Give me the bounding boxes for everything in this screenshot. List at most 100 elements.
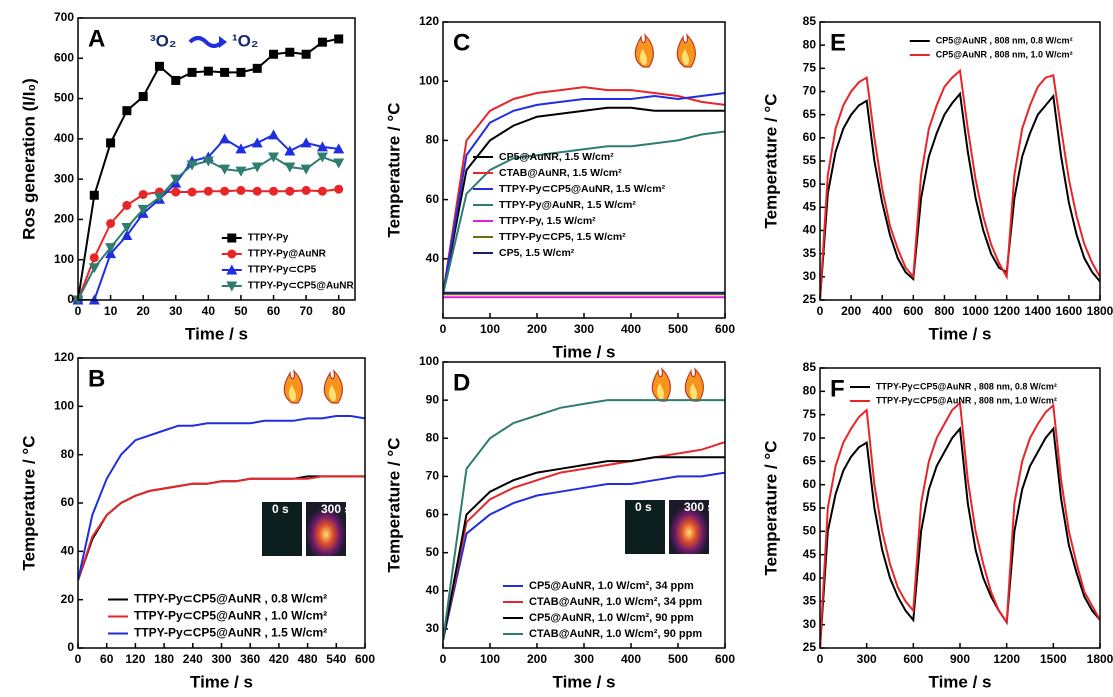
plot-frame xyxy=(819,21,1101,301)
x-tick-label: 480 xyxy=(298,652,318,666)
series-line xyxy=(443,86,725,295)
x-tick-label: 80 xyxy=(332,304,346,318)
y-tick-label: 65 xyxy=(803,454,817,468)
flames xyxy=(283,34,704,404)
legend-label: CTAB@AuNR, 1.5 W/cm² xyxy=(499,167,622,179)
legend-label: TTPY-Py⊂CP5 xyxy=(248,265,317,276)
x-tick-label: 0 xyxy=(440,322,447,336)
y-tick-label: 40 xyxy=(803,570,817,584)
x-tick-label: 300 xyxy=(574,322,594,336)
marker xyxy=(137,204,149,215)
marker xyxy=(203,186,213,196)
x-axis-label: Time / s xyxy=(929,324,992,343)
x-tick-label: 0 xyxy=(440,652,447,666)
x-tick-label: 360 xyxy=(240,652,260,666)
y-axis-label: Temperature / °C xyxy=(384,103,403,238)
series-line xyxy=(443,130,725,295)
series-line xyxy=(443,456,725,641)
legend-label: CP5@AuNR, 1.0 W/cm², 90 ppm xyxy=(529,612,694,624)
marker xyxy=(154,61,164,71)
legend-marker xyxy=(226,281,238,292)
marker xyxy=(88,263,100,274)
x-tick-label: 0 xyxy=(75,304,82,318)
series-line xyxy=(78,37,339,300)
marker xyxy=(186,160,198,171)
series-line xyxy=(443,106,725,295)
x-tick-label: 100 xyxy=(480,322,500,336)
series-line xyxy=(443,441,725,641)
plot-frame xyxy=(442,21,726,319)
y-tick-label: 100 xyxy=(419,73,439,87)
y-tick-label: 600 xyxy=(54,50,74,64)
marker xyxy=(106,138,116,148)
marker xyxy=(105,248,117,259)
marker xyxy=(121,222,133,233)
x-tick-label: 20 xyxy=(136,304,150,318)
x-tick-label: 1200 xyxy=(993,652,1020,666)
legend-label: TTPY-Py⊂CP5@AuNR , 0.8 W/cm² xyxy=(134,592,327,606)
panel-label: A xyxy=(88,25,105,52)
x-axis-label: Time / s xyxy=(190,672,253,691)
insets xyxy=(262,500,709,556)
x-tick-label: 1400 xyxy=(1024,304,1051,318)
y-tick-label: 45 xyxy=(803,200,817,214)
series-line xyxy=(820,426,1100,648)
marker xyxy=(300,164,312,175)
x-tick-label: 600 xyxy=(903,304,923,318)
series-line xyxy=(78,415,365,581)
x-tick-label: 800 xyxy=(934,304,954,318)
x-tick-label: 500 xyxy=(668,652,688,666)
series-line xyxy=(820,400,1100,648)
series-line xyxy=(820,91,1100,300)
inset-label: 300 s xyxy=(684,500,714,514)
legend-label: TTPY-Py@AuNR, 1.5 W/cm² xyxy=(499,199,636,211)
x-tick-label: 120 xyxy=(125,652,145,666)
marker xyxy=(219,164,231,175)
marker xyxy=(334,34,344,44)
y-tick-label: 80 xyxy=(803,384,817,398)
marker xyxy=(252,63,262,73)
y-tick-label: 0 xyxy=(67,292,74,306)
legend-label: TTPY-Py⊂CP5@AuNR xyxy=(248,281,355,292)
y-tick-label: 120 xyxy=(54,350,74,364)
x-tick-label: 60 xyxy=(100,652,114,666)
panel: 0 100 200 300 400 500 600 30 40 50 60 70 80 90 100 D Tim… xyxy=(384,354,735,691)
legend-label: TTPY-Py, 1.5 W/cm² xyxy=(499,215,596,227)
x-tick-label: 100 xyxy=(480,652,500,666)
marker xyxy=(89,253,99,263)
x-tick-label: 600 xyxy=(355,652,375,666)
marker xyxy=(219,133,231,144)
y-tick-label: 50 xyxy=(426,545,440,559)
y-tick-label: 20 xyxy=(61,592,75,606)
y-tick-label: 75 xyxy=(803,61,817,75)
x-tick-label: 900 xyxy=(950,652,970,666)
x-tick-label: 0 xyxy=(817,304,824,318)
y-tick-label: 70 xyxy=(803,84,817,98)
marker xyxy=(220,67,230,77)
y-axis-label: Ros generation (I/I₀) xyxy=(19,78,38,240)
legend-label: CTAB@AuNR, 1.0 W/cm², 90 ppm xyxy=(529,628,702,640)
marker xyxy=(301,185,311,195)
x-tick-label: 400 xyxy=(621,652,641,666)
y-tick-label: 80 xyxy=(803,37,817,51)
marker xyxy=(203,66,213,76)
plot-frame xyxy=(819,367,1101,649)
y-tick-label: 100 xyxy=(419,354,439,368)
y-tick-label: 60 xyxy=(803,477,817,491)
x-tick-label: 600 xyxy=(715,322,735,336)
y-tick-label: 85 xyxy=(803,14,817,28)
y-tick-label: 70 xyxy=(426,469,440,483)
inset-label: 300 s xyxy=(321,502,351,516)
legend-label: CP5@AuNR, 1.5 W/cm² xyxy=(499,151,614,163)
y-tick-label: 100 xyxy=(54,399,74,413)
marker xyxy=(138,189,148,199)
marker xyxy=(187,187,197,197)
x-tick-label: 300 xyxy=(857,652,877,666)
panel: 0 10 20 30 40 50 60 70 80 0 100 200 300 400 500 600 700 A… xyxy=(19,10,356,343)
y-tick-label: 90 xyxy=(426,392,440,406)
x-tick-label: 1000 xyxy=(962,304,989,318)
panel-label: B xyxy=(88,365,105,392)
marker xyxy=(333,143,345,154)
legend-marker xyxy=(227,233,237,243)
